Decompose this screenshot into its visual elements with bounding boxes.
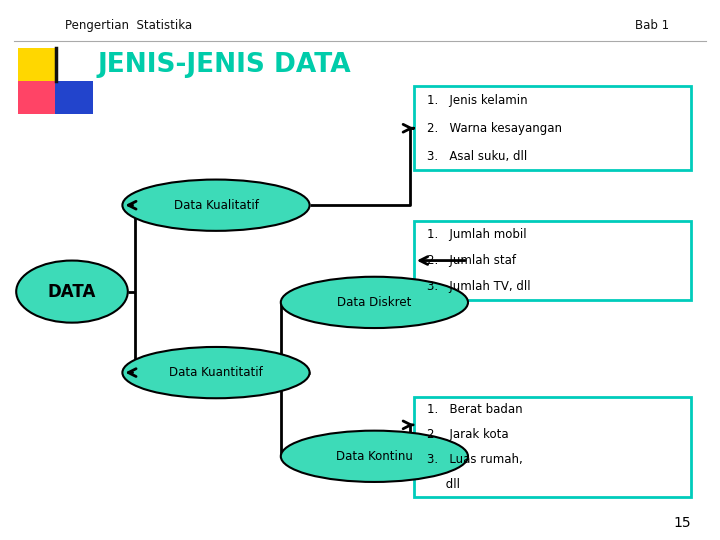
Text: 3.   Luas rumah,: 3. Luas rumah, [427, 453, 523, 466]
Text: 15: 15 [674, 516, 691, 530]
FancyBboxPatch shape [18, 81, 55, 114]
Text: Data Kualitatif: Data Kualitatif [174, 199, 258, 212]
Text: Data Kuantitatif: Data Kuantitatif [169, 366, 263, 379]
Text: Data Diskret: Data Diskret [337, 296, 412, 309]
Ellipse shape [281, 431, 468, 482]
Text: 1.   Jumlah mobil: 1. Jumlah mobil [427, 228, 526, 241]
Text: 2.   Jarak kota: 2. Jarak kota [427, 428, 508, 441]
Text: 2.   Jumlah staf: 2. Jumlah staf [427, 254, 516, 267]
Text: dll: dll [427, 478, 460, 491]
Ellipse shape [122, 179, 310, 231]
Ellipse shape [122, 347, 310, 399]
Ellipse shape [281, 276, 468, 328]
FancyBboxPatch shape [18, 48, 55, 81]
Text: DATA: DATA [48, 282, 96, 301]
FancyBboxPatch shape [414, 397, 691, 497]
FancyBboxPatch shape [414, 221, 691, 300]
Text: 1.   Berat badan: 1. Berat badan [427, 403, 523, 416]
Text: Pengertian  Statistika: Pengertian Statistika [65, 19, 192, 32]
Text: 3.   Jumlah TV, dll: 3. Jumlah TV, dll [427, 280, 531, 293]
Text: 1.   Jenis kelamin: 1. Jenis kelamin [427, 94, 528, 107]
Text: 2.   Warna kesayangan: 2. Warna kesayangan [427, 122, 562, 135]
FancyBboxPatch shape [55, 81, 93, 114]
Text: 3.   Asal suku, dll: 3. Asal suku, dll [427, 150, 527, 163]
FancyBboxPatch shape [414, 86, 691, 170]
Text: Data Kontinu: Data Kontinu [336, 450, 413, 463]
Text: Bab 1: Bab 1 [636, 19, 670, 32]
Ellipse shape [17, 261, 128, 322]
Text: JENIS-JENIS DATA: JENIS-JENIS DATA [97, 52, 351, 78]
